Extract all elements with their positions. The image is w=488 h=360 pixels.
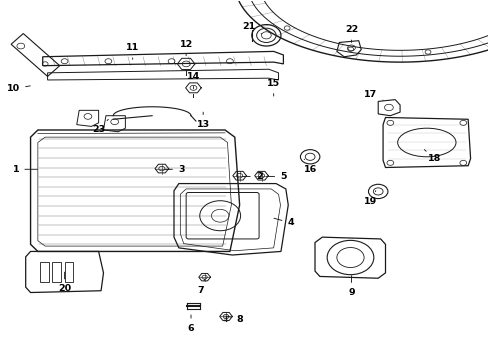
Text: 22: 22 [344,26,357,42]
Text: 16: 16 [303,159,316,174]
Text: 23: 23 [92,119,108,135]
Text: 4: 4 [273,218,293,228]
Text: 15: 15 [266,79,280,96]
Text: 2: 2 [242,172,262,181]
Text: 1: 1 [13,165,38,174]
Text: 6: 6 [187,315,194,333]
Text: 18: 18 [424,150,440,163]
Text: 21: 21 [242,22,261,34]
Text: 20: 20 [58,272,71,293]
Text: 14: 14 [186,72,200,89]
Text: 9: 9 [347,276,354,297]
Text: 7: 7 [197,279,204,295]
Text: 12: 12 [179,40,192,56]
Text: 8: 8 [227,315,243,324]
Text: 13: 13 [196,112,209,129]
Text: 19: 19 [364,191,377,206]
Text: 17: 17 [364,90,382,100]
Text: 5: 5 [266,172,286,181]
Text: 11: 11 [126,43,139,59]
Text: 10: 10 [7,84,30,93]
Text: 3: 3 [164,165,184,174]
